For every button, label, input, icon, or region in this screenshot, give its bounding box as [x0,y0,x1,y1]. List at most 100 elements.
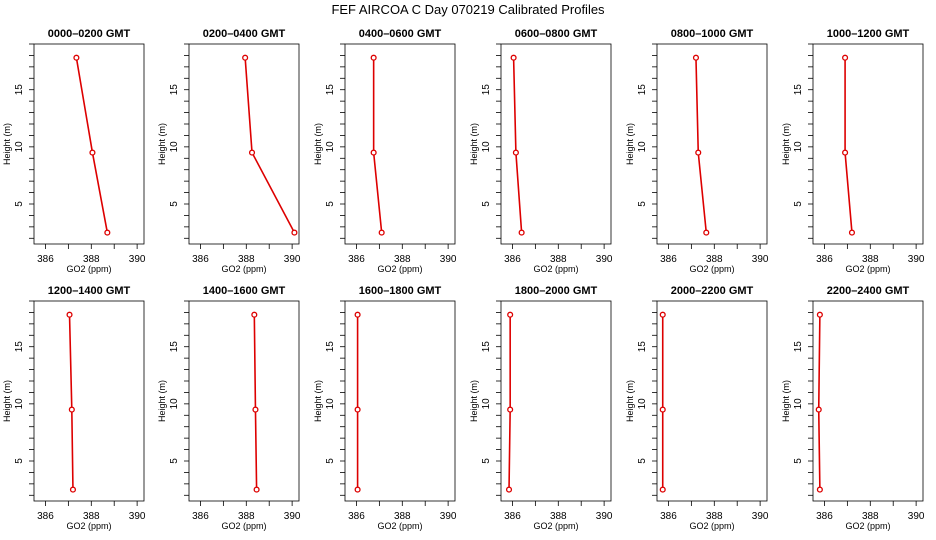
panel-5-title: 0800–1000 GMT [671,28,754,40]
panel-5-profile-line [695,57,708,233]
panel-8-frame [188,300,300,502]
panel-10-xtick-label: 390 [596,511,613,522]
panel-4-title: 0600–0800 GMT [515,28,598,40]
panel-8-ytick-label: 5 [169,458,180,464]
panel-5-ylabel: Height (m) [625,123,635,165]
panel-11-xtick-label: 388 [706,511,723,522]
panel-3-data-point [370,149,377,156]
panel-8-ylabel: Height (m) [157,380,167,422]
panel-10-ytick-label: 15 [481,341,492,353]
panel-12-data-point [815,406,822,413]
panel-6-profile-line [844,57,853,233]
panel-2-xlabel: GO2 (ppm) [221,264,266,274]
panel-7-data-point [68,406,75,413]
panel-1-data-point [73,54,80,61]
panel-9-xtick-label: 388 [394,511,411,522]
panel-9-ylabel: Height (m) [313,380,323,422]
panel-12-ylabel: Height (m) [781,380,791,422]
panel-2-ytick-label: 5 [169,201,180,207]
panel-12-data-point [816,311,823,318]
panel-7-title: 1200–1400 GMT [48,285,131,297]
panel-5-xtick-label: 386 [660,254,677,265]
panel-4-ytick-label: 15 [481,84,492,96]
panel-4-ytick-label: 10 [481,141,492,153]
panel-4-profile-line [512,57,523,233]
panel-9-title: 1600–1800 GMT [359,285,442,297]
panel-10-ytick-label: 5 [481,458,492,464]
panel-9-xlabel: GO2 (ppm) [377,521,422,531]
panel-10-xtick-label: 386 [504,511,521,522]
panel-1-xtick-label: 390 [129,254,146,265]
panel-7-ytick-label: 10 [14,398,25,410]
panel-1-ylabel: Height (m) [2,123,12,165]
panel-7-ylabel: Height (m) [2,380,12,422]
panel-8-data-point [253,486,260,493]
panel-2-ytick-label: 10 [169,141,180,153]
panel-10-profile-line [508,314,511,490]
panel-12-xtick-label: 390 [908,511,925,522]
panel-7-xlabel: GO2 (ppm) [66,521,111,531]
panel-11-ytick-label: 5 [637,458,648,464]
panel-6-ytick-label: 15 [793,84,804,96]
panel-6-title: 1000–1200 GMT [827,28,910,40]
panel-5-ytick-label: 10 [637,141,648,153]
panel-11-data-point [659,406,666,413]
panel-3-frame [344,43,456,245]
panel-10-ytick-label: 10 [481,398,492,410]
panel-11-data-point [659,311,666,318]
panel-7-data-point [69,486,77,493]
panel-7-xtick-label: 386 [37,511,54,522]
panel-7-data-point [66,311,73,318]
panel-11-xtick-label: 386 [660,511,677,522]
panel-5-xtick-label: 388 [706,254,723,265]
panel-2-profile-line [244,57,296,233]
panel-2-xtick-label: 388 [238,254,255,265]
panel-10-ylabel: Height (m) [469,380,479,422]
panel-10-frame [500,300,612,502]
panel-6-frame [812,43,924,245]
panel-4-frame [500,43,612,245]
panel-12-data-point [816,486,823,493]
panel-2-ylabel: Height (m) [157,123,167,165]
panel-6-xlabel: GO2 (ppm) [845,264,890,274]
panel-5-xlabel: GO2 (ppm) [689,264,734,274]
panel-11-ylabel: Height (m) [625,380,635,422]
panel-6-ylabel: Height (m) [781,123,791,165]
panel-2-xtick-label: 390 [284,254,301,265]
panel-8-data-point [252,406,259,413]
panel-9-xtick-label: 386 [348,511,365,522]
panel-9-xtick-label: 390 [440,511,457,522]
panel-11-ytick-label: 10 [637,398,648,410]
panel-1-frame [33,43,145,245]
panel-9-frame [344,300,456,502]
panel-3-ytick-label: 5 [325,201,336,207]
panel-1-title: 0000–0200 GMT [48,28,131,40]
panel-10-data-point [507,406,514,413]
panel-12-xtick-label: 386 [816,511,833,522]
panel-5-data-point [692,54,700,61]
panel-9-ytick-label: 10 [325,398,336,410]
panel-8-xtick-label: 390 [284,511,301,522]
panel-3-data-point [370,54,377,61]
panel-3-ylabel: Height (m) [313,123,323,165]
panel-1-data-point [104,229,111,236]
panel-5-data-point [695,149,702,156]
panel-7-xtick-label: 388 [83,511,100,522]
panel-9-data-point [354,406,361,413]
panel-2-ytick-label: 15 [169,84,180,96]
panel-12-ytick-label: 5 [793,458,804,464]
panel-4-data-point [512,149,519,156]
panel-2-frame [188,43,300,245]
panel-4-xlabel: GO2 (ppm) [533,264,578,274]
panel-11-frame [656,300,768,502]
panel-1-xlabel: GO2 (ppm) [66,264,111,274]
panel-9-data-point [354,311,361,318]
panel-4-xtick-label: 386 [504,254,521,265]
panel-6-xtick-label: 386 [816,254,833,265]
panel-12-title: 2200–2400 GMT [827,285,910,297]
panel-2-data-point [291,229,298,236]
panel-4-xtick-label: 388 [550,254,567,265]
panel-1-xtick-label: 388 [83,254,100,265]
panel-12-profile-line [817,314,821,490]
